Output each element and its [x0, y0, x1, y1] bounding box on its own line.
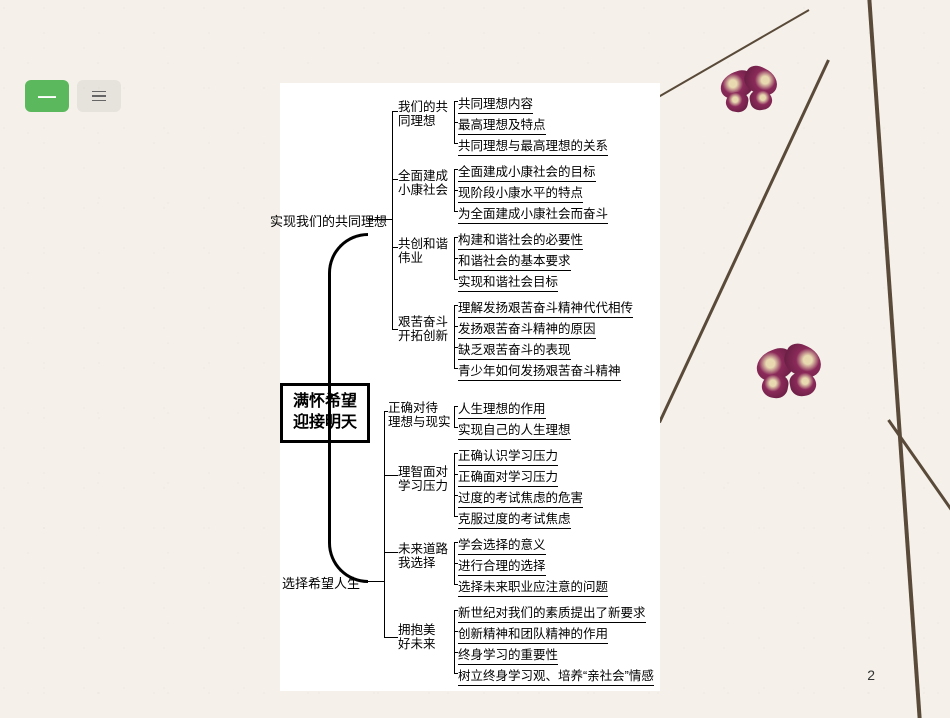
minus-button[interactable]: —	[25, 80, 69, 112]
bracket	[384, 411, 385, 637]
bracket	[454, 190, 458, 191]
bracket	[392, 247, 398, 248]
bracket	[454, 652, 458, 653]
bracket	[454, 406, 458, 407]
bracket	[454, 143, 458, 144]
leaf: 最高理想及特点	[458, 114, 546, 135]
minus-icon: —	[38, 86, 56, 107]
bracket	[454, 237, 458, 238]
bracket	[454, 169, 458, 170]
leaf: 进行合理的选择	[458, 555, 546, 576]
leaf: 全面建成小康社会的目标	[458, 161, 596, 182]
leaf: 正确面对学习压力	[458, 466, 558, 487]
leaf: 克服过度的考试焦虑	[458, 508, 571, 529]
bracket	[384, 475, 398, 476]
bracket	[454, 516, 458, 517]
sub-label: 理智面对 学习压力	[398, 465, 448, 494]
bracket	[454, 122, 458, 123]
leaf: 树立终身学习观、培养“亲社会”情感	[458, 665, 654, 686]
bracket	[454, 495, 458, 496]
leaf: 构建和谐社会的必要性	[458, 229, 583, 250]
leaf: 过度的考试焦虑的危害	[458, 487, 583, 508]
bracket	[454, 542, 458, 543]
branch-label: 实现我们的共同理想	[270, 211, 387, 230]
bracket	[454, 453, 458, 454]
bracket	[454, 453, 455, 516]
bracket	[454, 368, 458, 369]
bracket	[454, 258, 458, 259]
bracket	[392, 111, 398, 112]
sub-label: 我们的共 同理想	[398, 100, 448, 129]
bracket	[454, 563, 458, 564]
bracket	[454, 584, 458, 585]
bracket	[392, 179, 398, 180]
bracket	[454, 326, 458, 327]
bracket	[454, 211, 458, 212]
bracket	[454, 279, 458, 280]
sub-label: 艰苦奋斗 开拓创新	[398, 315, 448, 344]
leaf: 理解发扬艰苦奋斗精神代代相传	[458, 297, 633, 318]
main-arc	[328, 233, 368, 583]
page-number: 2	[867, 667, 875, 683]
leaf: 终身学习的重要性	[458, 644, 558, 665]
leaf: 正确认识学习压力	[458, 445, 558, 466]
bracket	[384, 552, 398, 553]
bracket	[454, 474, 458, 475]
hamburger-icon	[92, 91, 106, 102]
bracket	[454, 610, 458, 611]
sub-label: 共创和谐 伟业	[398, 237, 448, 266]
sub-label: 全面建成 小康社会	[398, 169, 448, 198]
leaf: 人生理想的作用	[458, 398, 546, 419]
leaf: 为全面建成小康社会而奋斗	[458, 203, 608, 224]
bracket	[454, 305, 455, 368]
bracket	[454, 406, 455, 427]
bracket	[454, 305, 458, 306]
mindmap-diagram: 满怀希望 迎接明天 实现我们的共同理想 选择希望人生 我们的共 同理想 共同理想…	[280, 83, 660, 691]
leaf: 发扬艰苦奋斗精神的原因	[458, 318, 596, 339]
leaf: 共同理想内容	[458, 93, 533, 114]
leaf: 学会选择的意义	[458, 534, 546, 555]
sub-label: 拥抱美 好未来	[398, 623, 436, 652]
bracket	[392, 329, 398, 330]
bracket	[384, 637, 398, 638]
leaf: 共同理想与最高理想的关系	[458, 135, 608, 156]
leaf: 实现和谐社会目标	[458, 271, 558, 292]
leaf: 创新精神和团队精神的作用	[458, 623, 608, 644]
leaf: 实现自己的人生理想	[458, 419, 571, 440]
sub-label: 未来道路 我选择	[398, 542, 448, 571]
branch-label: 选择希望人生	[282, 573, 360, 592]
bracket	[368, 219, 392, 220]
leaf: 和谐社会的基本要求	[458, 250, 571, 271]
leaf: 缺乏艰苦奋斗的表现	[458, 339, 571, 360]
menu-button[interactable]	[77, 80, 121, 112]
bracket	[454, 631, 458, 632]
bracket	[454, 673, 458, 674]
bracket	[454, 610, 455, 673]
bracket	[454, 347, 458, 348]
bracket	[360, 581, 384, 582]
leaf: 选择未来职业应注意的问题	[458, 576, 608, 597]
bracket	[392, 111, 393, 329]
sub-label: 正确对待 理想与现实	[388, 401, 451, 430]
bracket	[454, 101, 458, 102]
leaf: 现阶段小康水平的特点	[458, 182, 583, 203]
toolbar: —	[25, 80, 121, 112]
bracket	[454, 427, 458, 428]
leaf: 青少年如何发扬艰苦奋斗精神	[458, 360, 621, 381]
leaf: 新世纪对我们的素质提出了新要求	[458, 602, 646, 623]
bracket	[384, 411, 388, 412]
